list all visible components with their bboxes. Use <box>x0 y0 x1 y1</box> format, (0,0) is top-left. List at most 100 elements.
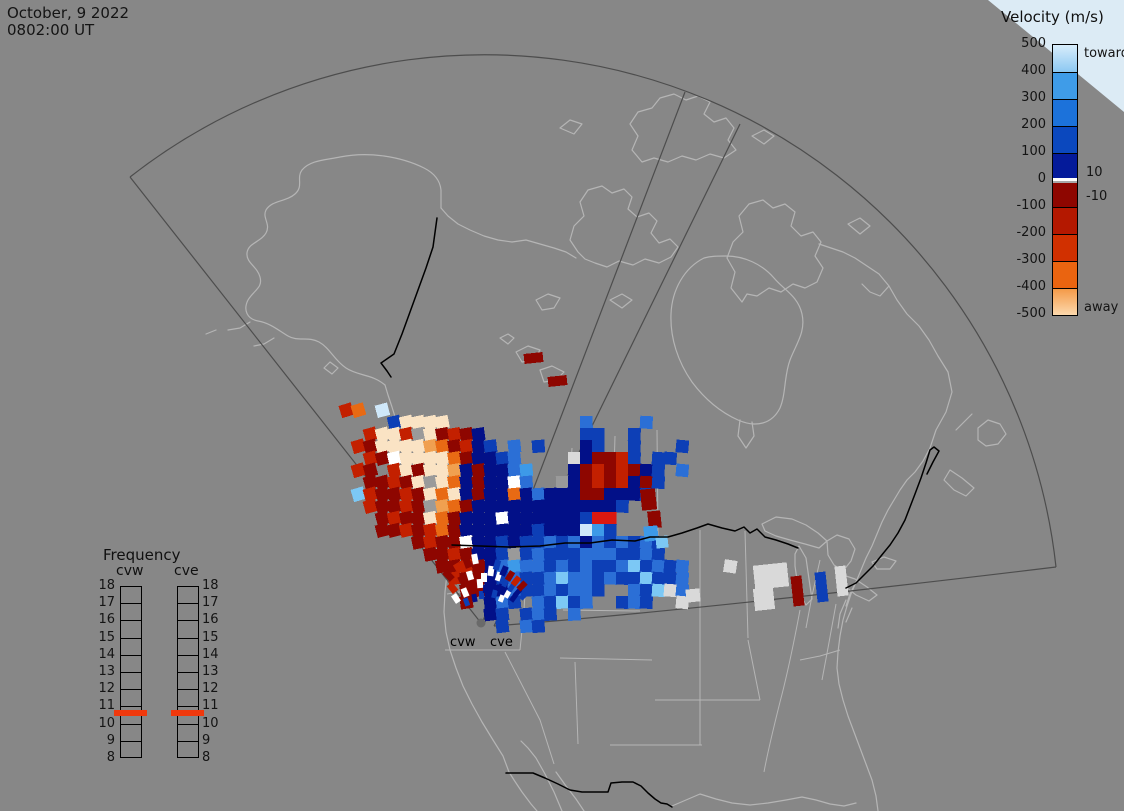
colorbar-tick-label: -200 <box>1016 225 1046 240</box>
velocity-cell <box>398 438 415 454</box>
velocity-cell <box>603 487 617 501</box>
velocity-cell <box>410 510 426 526</box>
minifan-cell <box>457 575 467 586</box>
velocity-cell <box>627 595 641 609</box>
velocity-cell <box>591 463 605 477</box>
velocity-cell <box>386 510 403 526</box>
velocity-cell <box>519 607 534 622</box>
velocity-cell <box>507 499 522 514</box>
velocity-cell <box>531 619 546 634</box>
colorbar-zero-band <box>1053 178 1077 181</box>
velocity-cell <box>543 511 558 526</box>
velocity-cell <box>567 547 581 561</box>
freq-ladder-cell <box>178 725 198 742</box>
freq-ladder-cell <box>178 673 198 691</box>
velocity-cell <box>471 499 486 514</box>
velocity-cell <box>410 474 426 490</box>
freq-ladder-cvw <box>120 586 142 758</box>
freq-ladder-cell <box>178 621 198 639</box>
velocity-cell <box>603 511 617 525</box>
velocity-cell <box>495 487 510 502</box>
velocity-cell <box>519 475 534 490</box>
velocity-cell <box>555 535 569 549</box>
velocity-cell <box>663 583 678 598</box>
velocity-cell <box>459 451 474 466</box>
velocity-cell <box>350 462 367 479</box>
freq-ladder-cell <box>121 673 141 691</box>
minifan-cell <box>481 573 487 582</box>
velocity-cell <box>591 475 605 489</box>
minifan-cell <box>469 582 477 593</box>
velocity-cell <box>350 438 367 455</box>
velocity-cell <box>651 475 666 490</box>
velocity-cell <box>723 559 738 574</box>
colorbar-tick-label: 400 <box>1021 63 1046 78</box>
minifan-cell <box>492 559 502 571</box>
velocity-cell <box>531 559 546 574</box>
velocity-cell <box>410 414 426 430</box>
freq-marker-cve <box>171 710 204 717</box>
velocity-cell <box>507 439 522 454</box>
velocity-cell <box>627 451 641 465</box>
minifan-cell <box>460 587 470 598</box>
velocity-cell <box>483 499 498 514</box>
velocity-cell <box>495 475 510 490</box>
velocity-cell <box>495 523 510 538</box>
date-label: October, 9 2022 <box>7 4 130 22</box>
velocity-cell <box>531 511 546 526</box>
velocity-cell <box>422 438 438 454</box>
minifan-cell <box>462 557 473 569</box>
colorbar-segment <box>1053 207 1077 234</box>
map-radar-label-cvw: cvw <box>450 635 476 650</box>
velocity-cell <box>507 487 522 502</box>
velocity-cell <box>362 462 379 479</box>
minifan-cell <box>516 580 528 592</box>
velocity-cell <box>579 571 593 585</box>
velocity-cell <box>663 571 678 586</box>
velocity-cell <box>434 534 450 550</box>
velocity-cell <box>519 619 534 634</box>
velocity-cell <box>386 498 403 514</box>
freq-tick-label: 15 <box>98 629 115 645</box>
velocity-cell <box>627 439 641 453</box>
velocity-cell <box>523 352 544 364</box>
velocity-cell <box>483 547 498 562</box>
velocity-cell <box>471 463 486 478</box>
velocity-cell <box>507 511 522 526</box>
velocity-cell <box>603 463 617 477</box>
velocity-cell <box>615 487 629 501</box>
velocity-cell <box>434 462 450 478</box>
minifan-cell <box>503 589 512 599</box>
minifan-cell <box>518 591 529 601</box>
map-radar-label-cve: cve <box>490 635 513 650</box>
velocity-cell <box>410 522 426 538</box>
velocity-cell <box>447 486 462 502</box>
velocity-cell <box>410 498 426 514</box>
velocity-cell <box>483 451 498 466</box>
velocity-cell <box>555 547 569 561</box>
freq-ladder-cell <box>121 604 141 622</box>
velocity-cell <box>483 463 498 478</box>
radar-fan-outline <box>129 54 1057 627</box>
colorbar-tick-label: 300 <box>1021 90 1046 105</box>
velocity-cell <box>579 559 593 573</box>
velocity-cell <box>459 427 474 442</box>
velocity-cell <box>531 583 546 598</box>
velocity-cell <box>543 499 558 514</box>
velocity-cell <box>555 487 569 501</box>
velocity-cell <box>651 463 666 478</box>
frequency-cvw-label: cvw <box>116 563 144 579</box>
colorbar-segment <box>1053 261 1077 288</box>
velocity-cell <box>483 607 498 622</box>
minifan-cell <box>442 569 455 582</box>
velocity-cell <box>579 487 593 501</box>
velocity-cells-layer <box>338 352 849 634</box>
colorbar-tick-label: -300 <box>1016 252 1046 267</box>
velocity-cell <box>675 571 690 586</box>
velocity-cell <box>615 595 629 609</box>
velocity-cell <box>579 595 593 609</box>
velocity-cell <box>507 547 522 562</box>
velocity-cell <box>434 426 450 442</box>
velocity-cell <box>507 463 522 478</box>
